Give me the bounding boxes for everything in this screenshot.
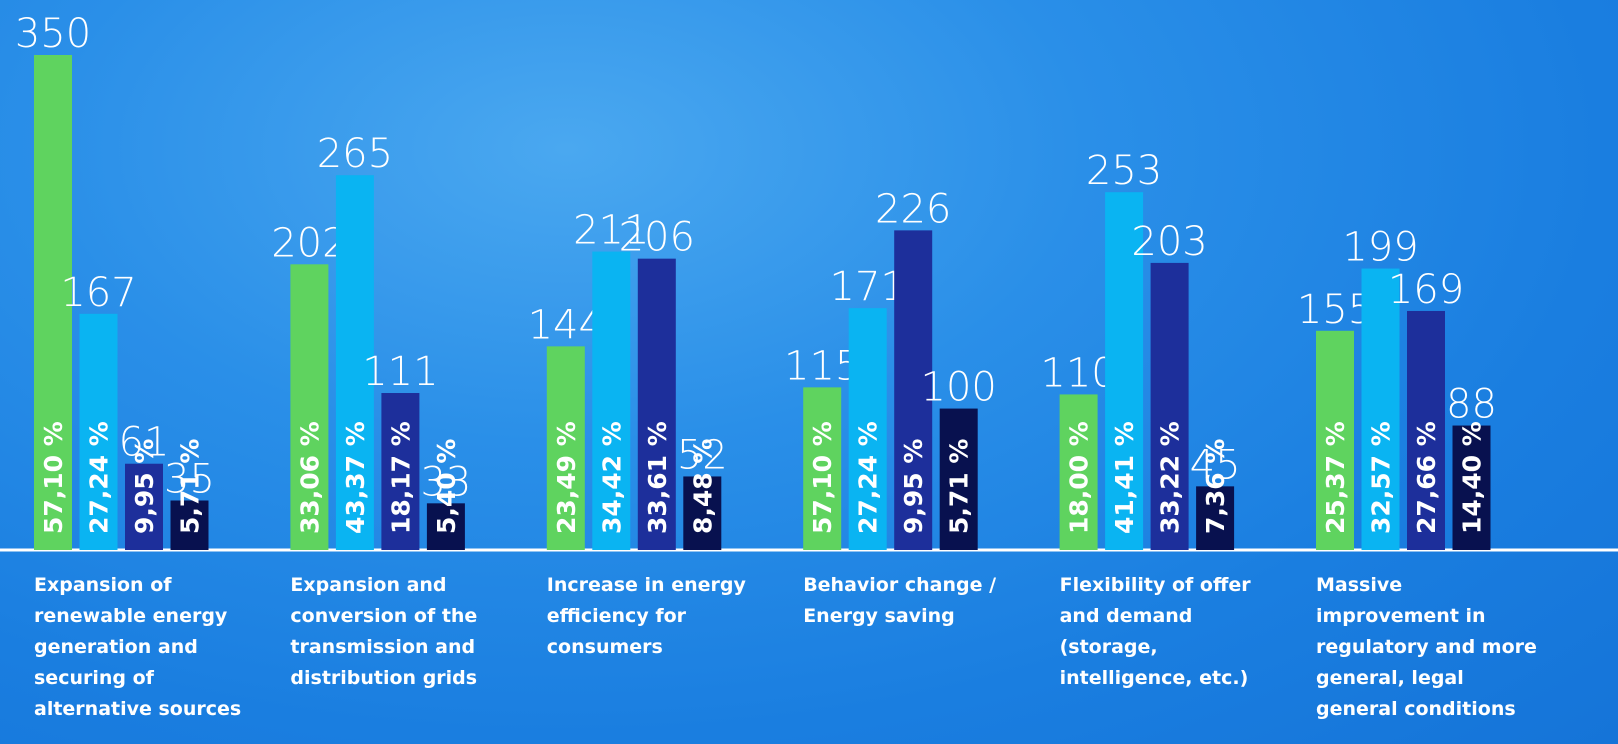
value-label: 199 [1342, 225, 1418, 271]
value-label: 206 [619, 215, 695, 261]
share-label: 43,37 % [341, 421, 370, 534]
share-label: 41,41 % [1110, 421, 1139, 534]
value-label: 203 [1131, 219, 1207, 265]
share-label: 23,49 % [552, 421, 581, 534]
share-label: 57,10 % [39, 421, 68, 534]
share-label: 57,10 % [808, 421, 837, 534]
share-label: 5,71 % [176, 439, 205, 534]
share-label: 14,40 % [1458, 421, 1487, 534]
share-label: 33,22 % [1156, 421, 1185, 534]
value-label: 111 [362, 349, 438, 395]
share-label: 7,36 % [1201, 439, 1230, 534]
value-label: 265 [317, 131, 393, 177]
value-label: 100 [921, 365, 997, 411]
share-label: 5,40 % [432, 439, 461, 534]
share-label: 25,37 % [1321, 421, 1350, 534]
share-label: 27,66 % [1412, 421, 1441, 534]
share-label: 34,42 % [597, 421, 626, 534]
share-label: 9,95 % [899, 439, 928, 534]
category-label: Behavior change / Energy saving [803, 570, 1038, 632]
value-label: 350 [15, 11, 91, 57]
share-label: 18,17 % [386, 421, 415, 534]
category-label: Expansion and conversion of the transmis… [290, 570, 525, 694]
share-label: 5,71 % [945, 439, 974, 534]
share-label: 27,24 % [854, 421, 883, 534]
value-label: 169 [1388, 267, 1464, 313]
share-label: 32,57 % [1367, 421, 1396, 534]
page: {"chart_data": {"type": "bar", "categori… [0, 0, 1618, 744]
share-label: 8,48 % [688, 439, 717, 534]
value-label: 253 [1086, 148, 1162, 194]
value-label: 167 [60, 270, 136, 316]
share-label: 27,24 % [85, 421, 114, 534]
value-label: 226 [875, 186, 951, 232]
share-label: 33,06 % [295, 421, 324, 534]
category-label: Massive improvement in regulatory and mo… [1316, 570, 1551, 725]
category-label: Flexibility of offer and demand (storage… [1060, 570, 1295, 694]
share-label: 9,95 % [130, 439, 159, 534]
value-label: 88 [1446, 382, 1497, 428]
share-label: 33,61 % [643, 421, 672, 534]
category-label: Increase in energy efficiency for consum… [547, 570, 782, 663]
share-label: 18,00 % [1065, 421, 1094, 534]
category-label: Expansion of renewable energy generation… [34, 570, 269, 725]
